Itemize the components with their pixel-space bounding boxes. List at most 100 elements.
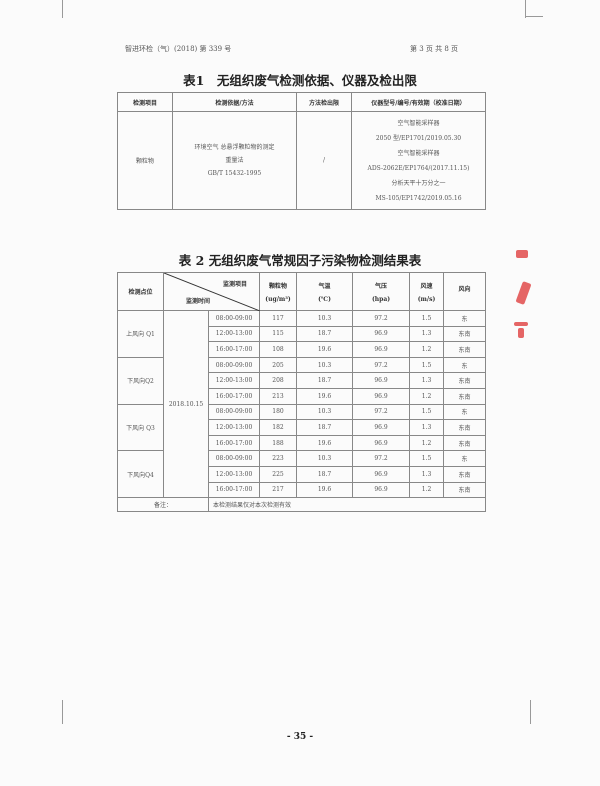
data-cell: 08:00-09:00 — [208, 310, 260, 327]
data-cell: 19.6 — [296, 387, 353, 405]
data-cell: 1.2 — [409, 341, 444, 358]
instrument-line: 空气智能采样器 — [397, 149, 440, 157]
h-point: 检测点位 — [117, 272, 164, 311]
h-col: 气温 (℃) — [296, 272, 353, 311]
data-cell: 18.7 — [296, 465, 353, 483]
page-info: 第 3 页 共 8 页 — [410, 45, 459, 53]
data-cell: 08:00-09:00 — [208, 403, 260, 421]
data-cell: 1.3 — [409, 372, 444, 389]
data-cell: 205 — [259, 356, 297, 374]
data-cell: 东 — [443, 356, 486, 374]
method-line: GB/T 15432-1995 — [207, 170, 262, 177]
table-row: 16:00-17:00 188 19.6 96.9 1.2 东南 — [118, 434, 486, 452]
data-cell: 12:00-13:00 — [208, 372, 260, 389]
data-cell: 1.5 — [409, 310, 444, 327]
table-row: 上风向 Q1 2018.10.15 08:00-09:00 117 10.3 97.2 1.… — [117, 309, 486, 499]
point-cell: 下风向 Q3 — [117, 403, 164, 452]
table-row: 下风向Q4 08:00-09:00 223 10.3 97.2 1.5 东 — [117, 450, 486, 499]
data-cell: 108 — [259, 341, 297, 358]
data-cell: 东南 — [443, 434, 486, 452]
data-cell: 18.7 — [296, 372, 353, 389]
data-cell: 217 — [259, 481, 297, 499]
data-cell: 96.9 — [352, 341, 410, 358]
point-cell: 下风向Q4 — [117, 450, 164, 499]
data-cell: 213 — [259, 387, 297, 405]
data-cell: 12:00-13:00 — [208, 465, 260, 483]
data-cell: 188 — [259, 434, 297, 452]
data-cell: 10.3 — [296, 450, 353, 467]
data-cell: 16:00-17:00 — [208, 387, 260, 405]
data-cell: 97.2 — [352, 403, 410, 421]
data-cell: 96.9 — [352, 419, 410, 436]
table-row: 16:00-17:00 108 19.6 96.9 1.2 东南 — [118, 341, 486, 358]
data-cell: 18.7 — [296, 419, 353, 436]
table2: 检测点位 监测项目 监测时间 颗粒物 (ug/m³) 气温 (℃) 气压 (hpa) 风速(… — [117, 272, 486, 513]
data-cell: 1.3 — [409, 325, 444, 343]
h-col: 颗粒物 (ug/m³) — [259, 272, 297, 311]
data-cell: 208 — [259, 372, 297, 389]
data-cell: 97.2 — [352, 310, 410, 327]
data-cell: 10.3 — [296, 356, 353, 374]
data-cell: 96.9 — [352, 325, 410, 343]
data-cell: 东南 — [443, 465, 486, 483]
data-cell: 180 — [259, 403, 297, 421]
data-cell: 1.2 — [409, 481, 444, 499]
data-cell: 12:00-13:00 — [208, 419, 260, 436]
t1-header: 检测项目 — [117, 92, 173, 112]
t1-limit: / — [296, 111, 352, 210]
data-cell: 08:00-09:00 — [208, 450, 260, 467]
data-cell: 东南 — [443, 325, 486, 343]
table2-title: 表 2 无组织废气常规因子污染物检测结果表 — [178, 253, 422, 268]
data-cell: 16:00-17:00 — [208, 341, 260, 358]
data-cell: 96.9 — [352, 434, 410, 452]
date-cell: 2018.10.15 — [163, 309, 209, 499]
data-cell: 96.9 — [352, 465, 410, 483]
data-cell: 东南 — [443, 341, 486, 358]
data-cell: 东南 — [443, 387, 486, 405]
data-cell: 16:00-17:00 — [208, 481, 260, 499]
instrument-line: 空气智能采样器 — [397, 119, 440, 127]
t1-item: 颗粒物 — [117, 111, 173, 210]
data-cell: 96.9 — [352, 387, 410, 405]
data-cell: 1.2 — [409, 387, 444, 405]
h-item: 监测项目 — [222, 281, 247, 288]
data-cell: 1.5 — [409, 450, 444, 467]
data-cell: 225 — [259, 465, 297, 483]
diagonal-header: 监测项目 监测时间 — [163, 272, 260, 311]
instrument-line: 2050 型/EP1701/2019.05.30 — [375, 134, 462, 142]
data-cell: 96.9 — [352, 481, 410, 499]
data-cell: 东 — [443, 310, 486, 327]
data-cell: 1.2 — [409, 434, 444, 452]
point-cell: 上风向 Q1 — [117, 310, 164, 358]
instrument-line: ADS-2062E/EP1764/(2017.11.15) — [367, 164, 470, 172]
data-cell: 115 — [259, 325, 297, 343]
remark-text: 本检测结果仅对本次检测有效 — [208, 497, 486, 513]
data-cell: 117 — [259, 310, 297, 327]
table-row: 12:00-13:00 208 18.7 96.9 1.3 东南 — [118, 372, 486, 389]
table1: 检测项目 检测依据/方法 方法检出限 仪器型号/编号/有效期（校准日期） 颗粒物… — [117, 92, 486, 210]
data-cell: 19.6 — [296, 481, 353, 499]
data-cell: 1.3 — [409, 419, 444, 436]
method-line: 重量法 — [225, 157, 244, 164]
table1-title: 表1 无组织废气检测依据、仪器及检出限 — [183, 73, 417, 88]
data-cell: 12:00-13:00 — [208, 325, 260, 343]
data-cell: 1.5 — [409, 356, 444, 374]
data-cell: 97.2 — [352, 356, 410, 374]
document-number: 智进环检（气）(2018) 第 339 号 — [125, 45, 232, 53]
method-line: 环境空气 总悬浮颗粒物的测定 — [194, 144, 275, 151]
h-time: 监测时间 — [186, 298, 211, 305]
data-cell: 08:00-09:00 — [208, 356, 260, 374]
data-cell: 19.6 — [296, 341, 353, 358]
instrument-line: 分析天平十万分之一 — [391, 179, 446, 187]
t1-header: 方法检出限 — [296, 92, 352, 112]
data-cell: 1.3 — [409, 465, 444, 483]
data-cell: 223 — [259, 450, 297, 467]
data-cell: 10.3 — [296, 310, 353, 327]
data-cell: 19.6 — [296, 434, 353, 452]
data-cell: 182 — [259, 419, 297, 436]
point-cell: 下风向Q2 — [117, 356, 164, 405]
h-col: 风向 — [443, 272, 486, 311]
data-cell: 96.9 — [352, 372, 410, 389]
h-col: 气压 (hpa) — [352, 272, 410, 311]
